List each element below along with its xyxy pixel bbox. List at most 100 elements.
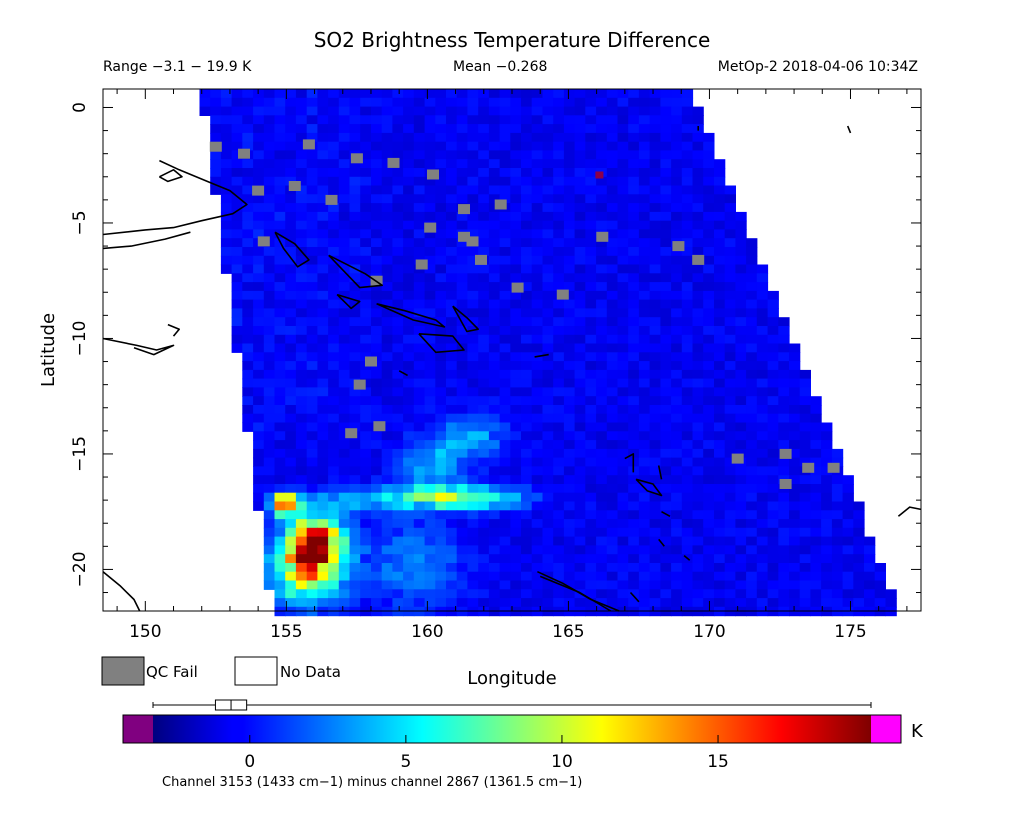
- heatmap-cell: [638, 492, 651, 503]
- heatmap-cell: [253, 273, 265, 283]
- heatmap-cell: [660, 413, 672, 424]
- heatmap-cell: [681, 299, 694, 309]
- heatmap-cell: [767, 448, 779, 459]
- heatmap-cell: [606, 132, 619, 143]
- heatmap-cell: [521, 422, 533, 432]
- heatmap-cell: [810, 510, 822, 520]
- heatmap-cell: [638, 387, 651, 397]
- heatmap-cell: [692, 492, 704, 503]
- heatmap-cell: [306, 317, 318, 327]
- heatmap-cell: [306, 150, 318, 160]
- heatmap-cell: [789, 571, 801, 582]
- heatmap-cell: [563, 554, 576, 564]
- heatmap-cell: [435, 369, 447, 380]
- heatmap-cell: [424, 589, 436, 599]
- heatmap-cell: [681, 405, 694, 415]
- heatmap-cell: [210, 106, 222, 116]
- heatmap-cell: [488, 527, 501, 538]
- heatmap-cell: [210, 132, 222, 143]
- heatmap-cell: [735, 589, 747, 599]
- heatmap-cell: [499, 343, 511, 353]
- heatmap-cell: [467, 176, 479, 187]
- heatmap-cell: [317, 519, 329, 529]
- heatmap-cell: [349, 273, 361, 283]
- heatmap-cell: [681, 589, 694, 599]
- heatmap-cell: [381, 106, 393, 116]
- y-axis-label: Latitude: [38, 313, 59, 387]
- heatmap-cell: [606, 264, 619, 274]
- heatmap-cell: [585, 352, 597, 362]
- heatmap-cell: [295, 492, 308, 503]
- heatmap-cell: [317, 413, 329, 424]
- heatmap-cell: [295, 194, 308, 204]
- heatmap-cell: [692, 194, 704, 204]
- heatmap-cell: [510, 466, 522, 476]
- heatmap-cell: [671, 141, 683, 152]
- heatmap-cell: [553, 176, 565, 187]
- heatmap-cell: [274, 89, 286, 99]
- heatmap-cell: [467, 580, 479, 590]
- heatmap-cell: [317, 361, 329, 371]
- heatmap-cell: [681, 466, 694, 476]
- heatmap-cell: [392, 211, 404, 222]
- heatmap-cell: [328, 369, 340, 380]
- heatmap-cell: [563, 466, 576, 476]
- heatmap-cell: [446, 457, 458, 467]
- heatmap-cell: [746, 519, 758, 529]
- heatmap-cell: [446, 150, 458, 160]
- heatmap-cell: [435, 457, 447, 467]
- heatmap-cell: [606, 238, 619, 248]
- heatmap-cell: [563, 510, 576, 520]
- heatmap-cell: [317, 264, 329, 274]
- heatmap-cell: [392, 466, 404, 476]
- heatmap-cell: [767, 361, 779, 371]
- heatmap-cell: [510, 168, 522, 178]
- heatmap-cell: [263, 141, 276, 152]
- heatmap-cell: [499, 299, 511, 309]
- heatmap-cell: [735, 475, 747, 485]
- heatmap-cell: [542, 282, 554, 292]
- heatmap-cell: [596, 484, 608, 494]
- heatmap-cell: [381, 405, 393, 415]
- heatmap-cell: [574, 580, 586, 590]
- heatmap-cell: [360, 176, 372, 187]
- heatmap-cell: [596, 536, 608, 546]
- heatmap-cell: [435, 308, 447, 318]
- heatmap-cell: [660, 115, 672, 125]
- heatmap-cell: [671, 598, 683, 608]
- heatmap-cell: [488, 589, 501, 599]
- heatmap-cell: [242, 247, 254, 257]
- heatmap-cell: [606, 580, 619, 590]
- heatmap-cell: [638, 203, 651, 213]
- heatmap-cell: [360, 150, 372, 160]
- heatmap-cell: [456, 264, 468, 274]
- heatmap-cell: [574, 466, 586, 476]
- heatmap-cell: [606, 501, 619, 511]
- heatmap-cell: [660, 203, 672, 213]
- heatmap-cell: [467, 255, 479, 266]
- heatmap-cell: [606, 308, 619, 318]
- heatmap-cell: [510, 264, 522, 274]
- heatmap-cell: [295, 378, 308, 388]
- heatmap-cell: [638, 440, 651, 450]
- heatmap-cell: [403, 150, 415, 160]
- heatmap-cell: [253, 264, 265, 274]
- heatmap-cell: [392, 334, 404, 345]
- heatmap-cell: [756, 510, 769, 520]
- heatmap-cell: [542, 141, 554, 152]
- heatmap-cell: [499, 238, 511, 248]
- heatmap-cell: [381, 352, 393, 362]
- heatmap-cell: [381, 440, 393, 450]
- heatmap-cell: [306, 475, 318, 485]
- heatmap-cell: [617, 299, 629, 309]
- heatmap-cell: [424, 89, 436, 99]
- heatmap-cell: [371, 89, 383, 99]
- heatmap-cell: [553, 343, 565, 353]
- heatmap-cell: [371, 194, 383, 204]
- heatmap-cell: [714, 440, 726, 450]
- heatmap-cell: [649, 97, 661, 108]
- heatmap-cell: [338, 536, 351, 546]
- heatmap-cell: [724, 510, 736, 520]
- heatmap-cell: [510, 536, 522, 546]
- heatmap-cell: [349, 598, 361, 608]
